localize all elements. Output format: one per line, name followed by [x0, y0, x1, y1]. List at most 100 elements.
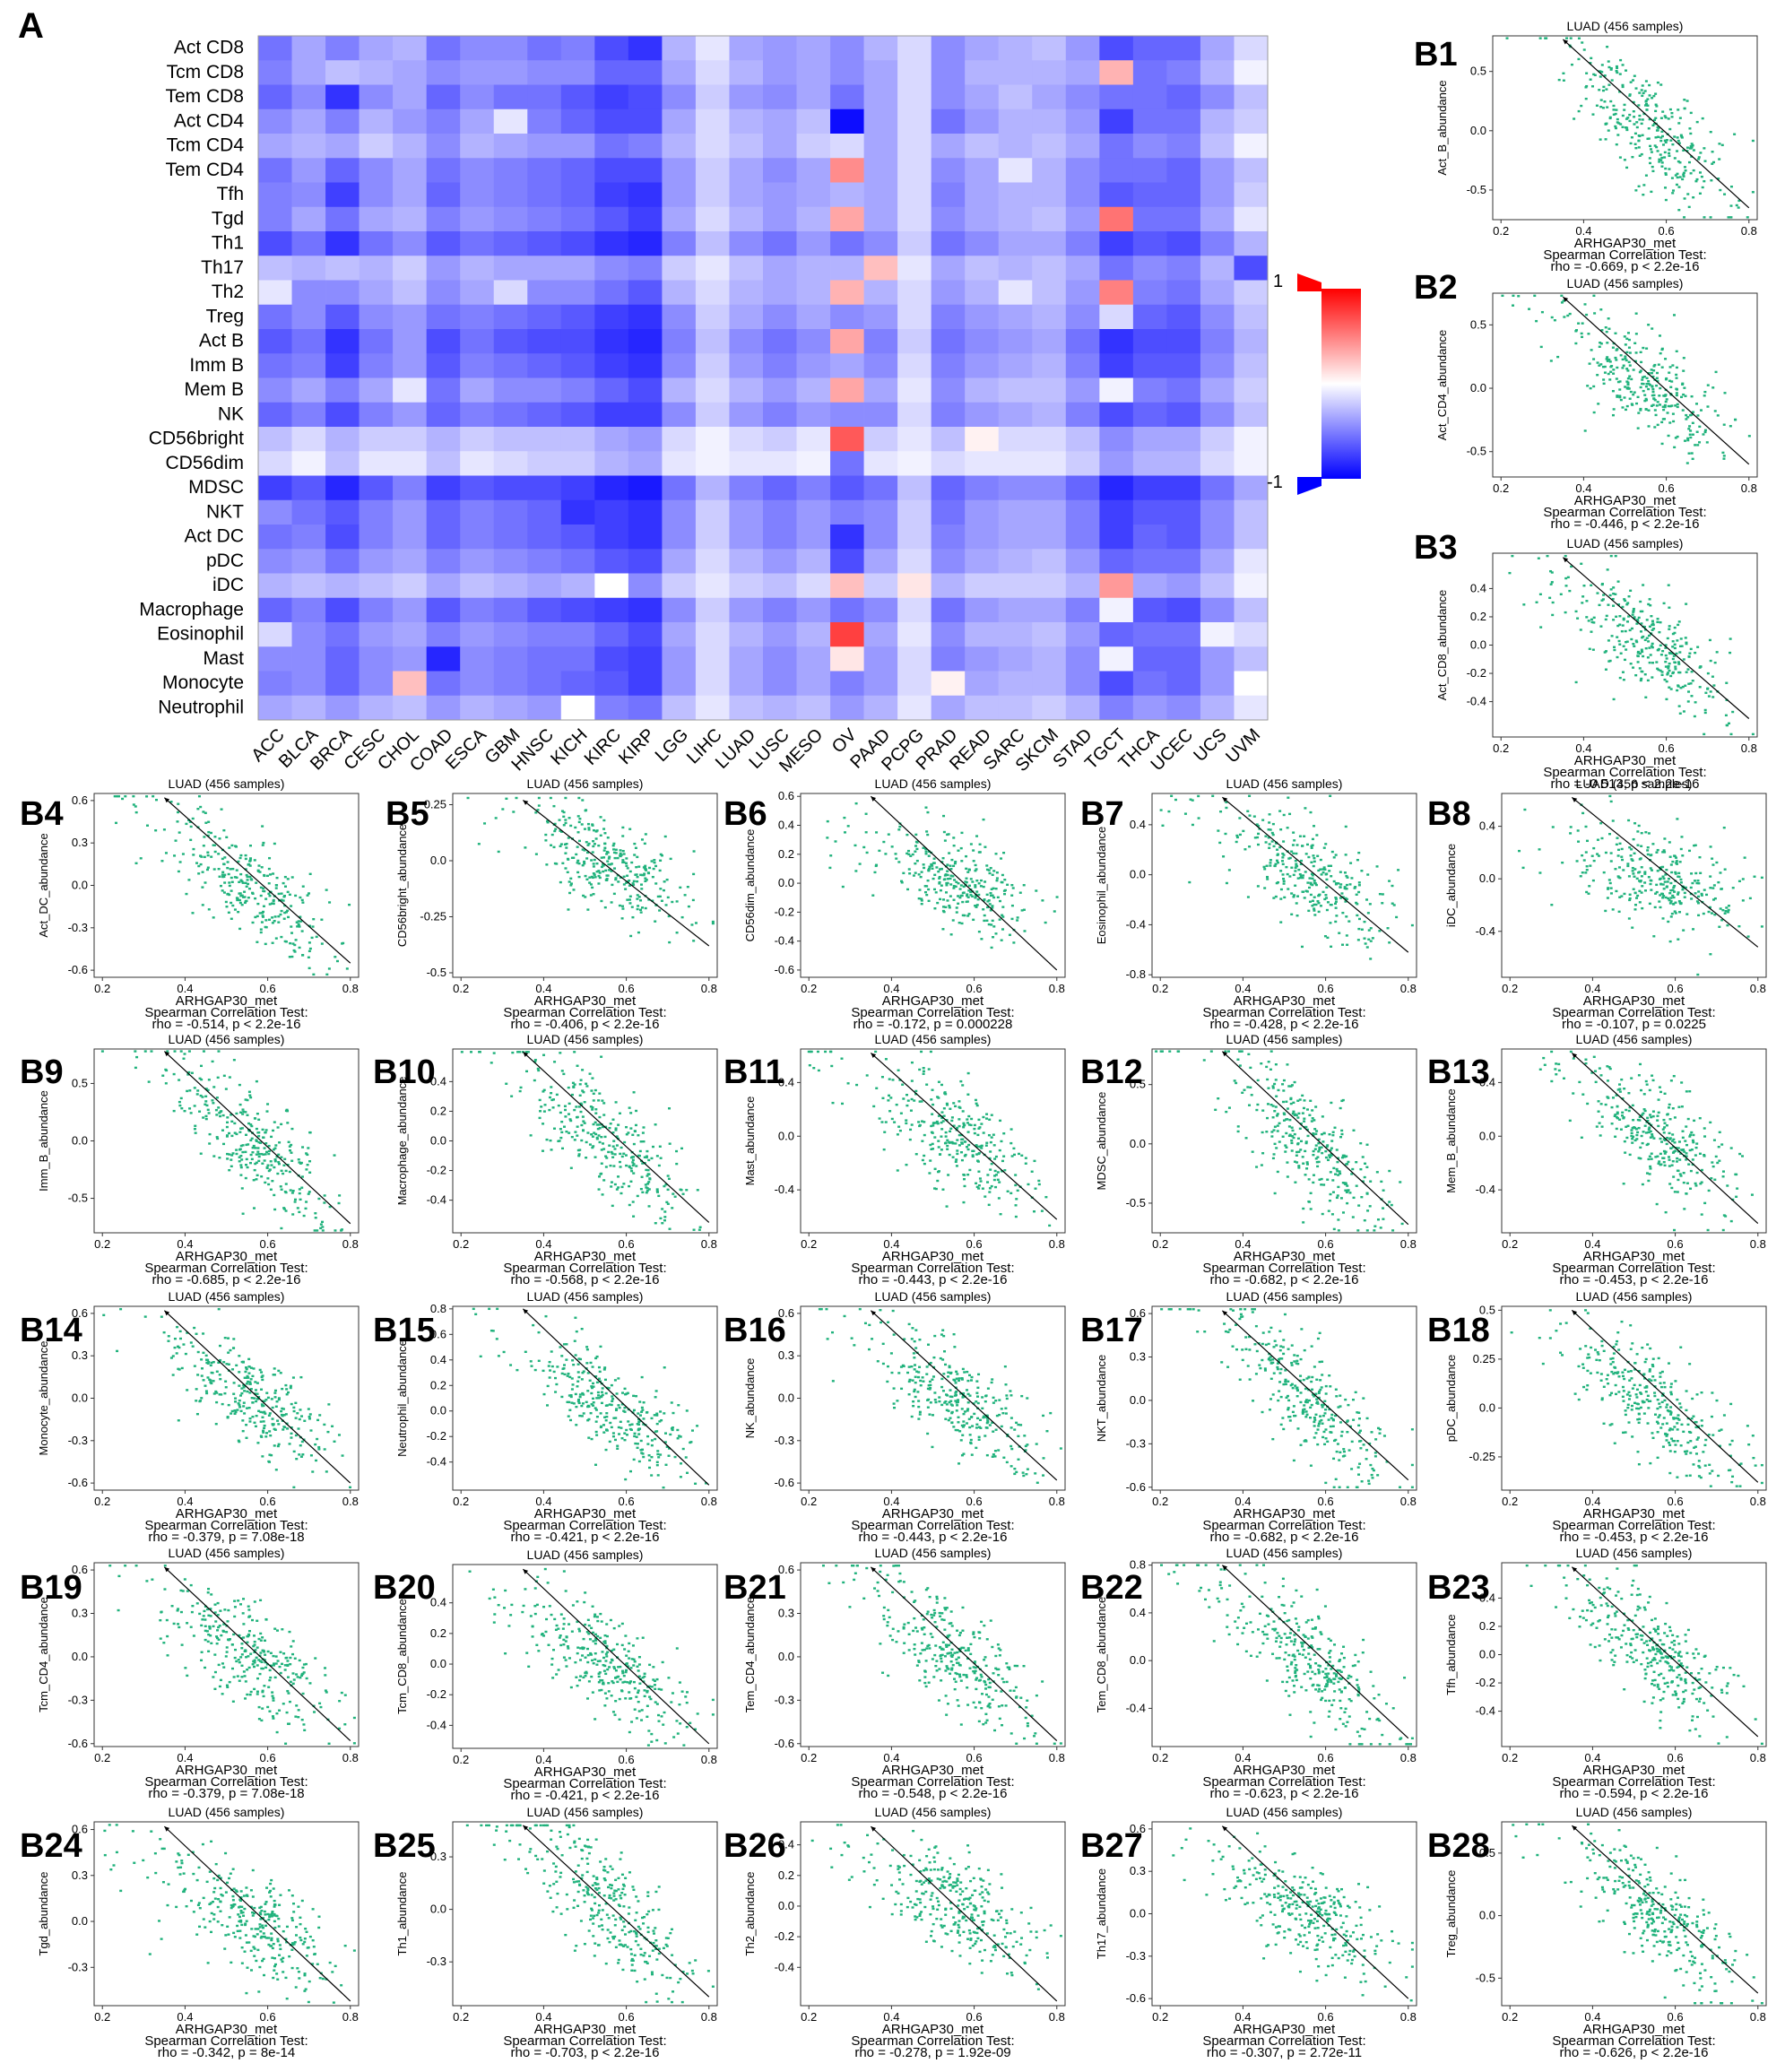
heatmap-cell: [527, 182, 562, 208]
data-point: [515, 796, 518, 800]
data-point: [183, 1109, 186, 1113]
data-point: [927, 867, 931, 871]
data-point: [202, 845, 205, 847]
data-point: [959, 846, 963, 850]
data-point: [1296, 877, 1300, 880]
data-point: [990, 1184, 993, 1188]
data-point: [1321, 868, 1325, 871]
data-point: [874, 1050, 878, 1053]
data-point: [290, 932, 294, 934]
data-point: [1317, 902, 1321, 905]
data-point: [1751, 139, 1755, 143]
heatmap-cell: [1099, 525, 1134, 550]
data-point: [1618, 676, 1622, 680]
data-point: [975, 1145, 979, 1148]
data-point: [951, 875, 955, 878]
data-point: [1034, 1187, 1037, 1190]
data-point: [1601, 89, 1605, 92]
data-point: [583, 1100, 586, 1104]
data-point: [618, 1160, 621, 1164]
data-point: [337, 1201, 341, 1205]
data-point: [642, 1126, 646, 1129]
data-point: [888, 1078, 891, 1080]
data-point: [180, 1107, 184, 1110]
data-point: [244, 1098, 247, 1101]
data-point: [1274, 895, 1278, 898]
data-point: [1653, 409, 1657, 412]
data-point: [255, 1127, 258, 1131]
heatmap-cell: [1132, 499, 1167, 525]
data-point: [610, 863, 613, 865]
data-point: [958, 888, 962, 890]
test-label: Spearman Correlation Test:: [851, 1261, 1014, 1276]
data-point: [951, 919, 955, 922]
heatmap-cell: [965, 36, 1000, 61]
data-point: [248, 844, 252, 847]
data-point: [965, 867, 968, 871]
data-point: [1686, 437, 1690, 440]
heatmap-cell: [560, 134, 595, 159]
data-point: [1299, 1149, 1303, 1151]
heatmap-cell: [628, 256, 663, 281]
data-point: [316, 1229, 319, 1232]
data-point: [925, 885, 929, 888]
data-point: [914, 1153, 918, 1156]
data-point: [216, 1137, 220, 1140]
data-point: [925, 1083, 929, 1086]
data-point: [914, 862, 917, 865]
data-point: [1556, 355, 1560, 359]
data-point: [195, 862, 198, 864]
data-point: [552, 804, 556, 808]
data-point: [930, 1148, 933, 1151]
data-point: [1314, 1144, 1318, 1147]
data-point: [1040, 1209, 1044, 1212]
data-point: [261, 825, 264, 828]
data-point: [1621, 858, 1625, 862]
data-point: [550, 1149, 553, 1151]
data-point: [1618, 380, 1622, 383]
data-point: [1630, 858, 1633, 861]
data-point: [1673, 646, 1677, 650]
heatmap-cell: [258, 256, 292, 281]
heatmap-cell: [325, 329, 360, 354]
data-point: [1668, 662, 1671, 665]
data-point: [290, 1192, 294, 1194]
data-point: [1651, 623, 1655, 627]
data-point: [239, 895, 243, 897]
data-point: [576, 859, 580, 863]
data-point: [1316, 854, 1320, 857]
data-point: [1593, 312, 1597, 315]
data-point: [922, 863, 925, 866]
data-point: [1638, 901, 1642, 904]
data-point: [206, 851, 210, 854]
data-point: [286, 890, 290, 894]
data-point: [1361, 1156, 1365, 1158]
data-point: [178, 1104, 182, 1107]
heatmap-cell: [695, 573, 730, 599]
data-point: [1275, 1147, 1278, 1149]
data-point: [989, 1168, 992, 1171]
data-point: [1694, 892, 1697, 895]
regression-line: [1571, 796, 1759, 948]
data-point: [211, 1060, 214, 1063]
data-point: [247, 1122, 251, 1125]
data-point: [977, 1170, 981, 1173]
heatmap-cell: [493, 329, 528, 354]
data-point: [1336, 1194, 1339, 1197]
data-point: [1349, 862, 1353, 864]
data-point: [280, 1227, 283, 1230]
data-point: [980, 1123, 983, 1125]
data-point: [1244, 1137, 1248, 1140]
data-point: [1332, 1166, 1336, 1170]
data-point: [267, 892, 271, 896]
data-point: [1334, 897, 1338, 900]
data-point: [1625, 351, 1629, 354]
data-point: [1681, 178, 1685, 181]
heatmap-cell: [393, 695, 427, 721]
data-point: [663, 1210, 667, 1213]
heatmap-row-label: MDSC: [188, 477, 244, 498]
data-point: [1637, 412, 1641, 414]
x-tick-label: 0.2: [1493, 481, 1509, 495]
data-point: [1606, 360, 1609, 362]
data-point: [1651, 375, 1655, 378]
